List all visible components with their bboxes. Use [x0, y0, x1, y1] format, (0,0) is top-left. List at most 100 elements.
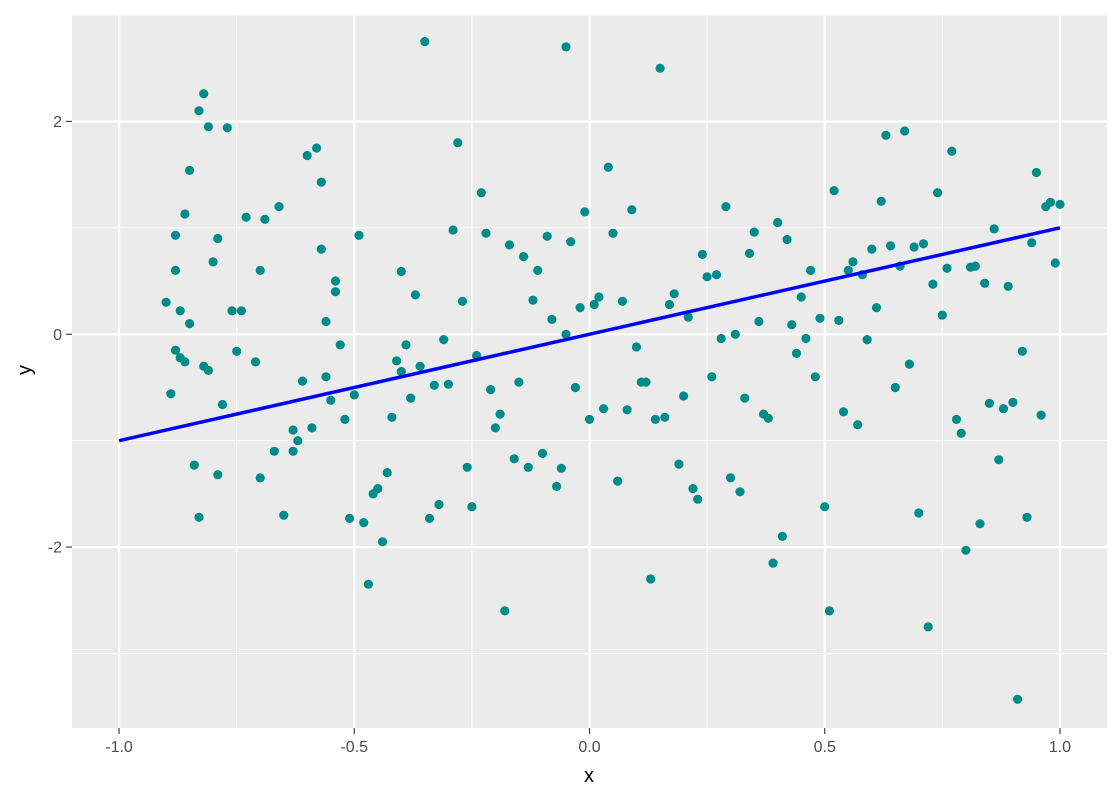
data-point: [279, 510, 289, 520]
data-points: [161, 37, 1065, 704]
data-point: [900, 126, 910, 136]
data-point: [810, 372, 820, 382]
data-point: [316, 177, 326, 187]
data-point: [848, 257, 858, 267]
data-point: [1050, 258, 1060, 268]
y-tick-label: 0: [53, 327, 62, 344]
data-point: [584, 414, 595, 424]
data-point: [777, 531, 788, 542]
data-point: [401, 340, 411, 350]
data-point: [707, 372, 717, 382]
data-point: [203, 365, 213, 375]
data-point: [363, 579, 373, 589]
data-point: [1008, 397, 1018, 407]
data-point: [392, 356, 402, 366]
data-point: [274, 202, 284, 212]
data-point: [881, 130, 891, 140]
data-point: [227, 306, 237, 316]
data-point: [533, 265, 543, 275]
data-point: [862, 335, 872, 345]
data-point: [476, 188, 486, 198]
data-point: [232, 346, 242, 356]
x-tick-label: 0.0: [578, 739, 600, 756]
data-point: [326, 395, 336, 405]
data-point: [189, 460, 199, 470]
data-point: [603, 162, 613, 172]
data-point: [730, 329, 740, 339]
data-point: [914, 508, 924, 518]
data-point: [373, 484, 383, 494]
data-point: [359, 518, 369, 528]
data-point: [773, 217, 783, 228]
data-point: [622, 405, 632, 415]
data-point: [834, 315, 844, 325]
data-point: [552, 481, 562, 491]
data-point: [947, 146, 957, 156]
data-point: [217, 399, 228, 410]
data-point: [1055, 199, 1065, 209]
x-tick-label: -1.0: [105, 739, 133, 756]
data-point: [509, 454, 519, 464]
data-point: [307, 423, 317, 433]
data-point: [1017, 346, 1027, 356]
data-point: [194, 512, 204, 522]
data-point: [843, 265, 853, 275]
data-point: [161, 297, 171, 307]
data-point: [439, 335, 449, 345]
data-point: [213, 233, 223, 244]
data-point: [180, 209, 190, 219]
data-point: [693, 494, 703, 504]
data-point: [354, 230, 364, 240]
data-point: [269, 446, 279, 456]
data-point: [735, 487, 745, 497]
data-point: [824, 606, 835, 616]
data-point: [820, 502, 830, 512]
data-point: [998, 404, 1009, 414]
data-point: [716, 333, 726, 344]
data-point: [236, 306, 246, 316]
data-point: [664, 299, 675, 310]
data-point: [646, 574, 656, 584]
data-point: [886, 241, 896, 251]
data-point: [744, 248, 755, 258]
data-point: [556, 463, 566, 473]
data-point: [241, 212, 251, 222]
data-point: [942, 263, 952, 273]
data-point: [396, 266, 406, 277]
data-point: [410, 290, 420, 300]
data-point: [434, 499, 444, 510]
data-point: [702, 272, 712, 282]
data-point: [838, 407, 849, 417]
data-point: [918, 239, 929, 249]
data-point: [660, 412, 670, 422]
data-point: [749, 227, 759, 237]
data-point: [199, 89, 209, 99]
data-point: [688, 484, 698, 494]
data-point: [815, 313, 825, 323]
data-point: [613, 476, 623, 486]
data-point: [462, 462, 472, 472]
data-point: [448, 225, 458, 235]
data-point: [330, 276, 341, 286]
data-point: [975, 519, 985, 529]
data-point: [599, 404, 609, 414]
data-point: [1003, 281, 1013, 291]
data-point: [1036, 410, 1046, 420]
data-point: [203, 122, 213, 132]
data-point: [763, 413, 773, 423]
data-point: [547, 314, 557, 324]
data-point: [669, 289, 679, 299]
data-point: [928, 279, 938, 289]
data-point: [951, 414, 962, 424]
data-point: [1013, 694, 1023, 704]
data-point: [335, 340, 345, 350]
data-point: [650, 414, 661, 424]
data-point: [631, 342, 642, 352]
data-point: [180, 357, 190, 367]
data-point: [345, 513, 355, 524]
data-point: [904, 359, 915, 369]
data-point: [213, 470, 223, 480]
data-point: [255, 473, 265, 483]
data-point: [250, 357, 261, 367]
data-point: [500, 606, 510, 616]
